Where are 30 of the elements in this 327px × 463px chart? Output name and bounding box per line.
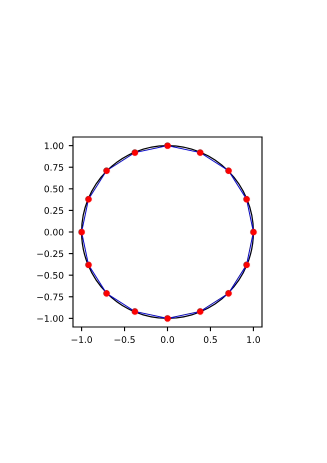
point <box>243 262 250 268</box>
point <box>164 142 171 149</box>
y-tick-label: 0.00 <box>44 228 64 236</box>
y-tick-label: 0.75 <box>44 164 64 171</box>
x-tick-label: 0.0 <box>160 336 174 344</box>
y-tick-label: 0.25 <box>44 207 64 214</box>
x-tick-label: −0.5 <box>114 336 135 344</box>
y-tick-label: 1.00 <box>44 142 64 150</box>
point <box>196 149 204 156</box>
y-tick-label: −1.00 <box>37 315 64 322</box>
point <box>103 290 110 297</box>
point <box>225 167 232 174</box>
point <box>164 315 171 322</box>
y-tick-label: −0.50 <box>37 272 64 279</box>
point <box>103 167 110 174</box>
point <box>78 228 85 236</box>
x-tick-label: 1.0 <box>247 336 260 344</box>
point <box>132 308 138 315</box>
x-tick-label: 0.5 <box>204 336 217 344</box>
y-tick-label: −0.75 <box>37 294 64 300</box>
point <box>243 196 250 202</box>
y-tick-label: 0.50 <box>44 186 64 192</box>
point <box>196 308 204 315</box>
point <box>250 228 257 236</box>
point <box>225 290 232 297</box>
x-tick-label: −1.0 <box>72 336 92 344</box>
point <box>85 196 92 202</box>
point <box>132 149 138 156</box>
y-tick-label: −0.25 <box>37 250 64 258</box>
point <box>85 262 92 268</box>
